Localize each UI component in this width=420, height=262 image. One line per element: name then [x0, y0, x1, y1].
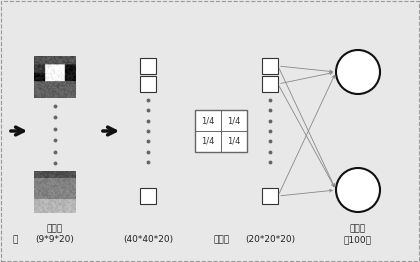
- Bar: [262, 188, 278, 204]
- Text: 卷积层
(9*9*20): 卷积层 (9*9*20): [36, 225, 74, 244]
- Circle shape: [336, 168, 380, 212]
- Bar: [140, 76, 156, 92]
- Text: (20*20*20): (20*20*20): [245, 235, 295, 244]
- Circle shape: [336, 50, 380, 94]
- Text: 层: 层: [12, 235, 18, 244]
- Bar: [140, 58, 156, 74]
- Text: 1/4: 1/4: [201, 116, 215, 125]
- Bar: [262, 76, 278, 92]
- Bar: [262, 58, 278, 74]
- Text: 1/4: 1/4: [201, 137, 215, 146]
- Bar: [195, 110, 247, 152]
- Text: 1/4: 1/4: [227, 116, 241, 125]
- Text: 1/4: 1/4: [227, 137, 241, 146]
- Text: (40*40*20): (40*40*20): [123, 235, 173, 244]
- Bar: [140, 188, 156, 204]
- Text: 池化层: 池化层: [214, 235, 230, 244]
- Text: 隐藏层
（100）: 隐藏层 （100）: [344, 225, 372, 244]
